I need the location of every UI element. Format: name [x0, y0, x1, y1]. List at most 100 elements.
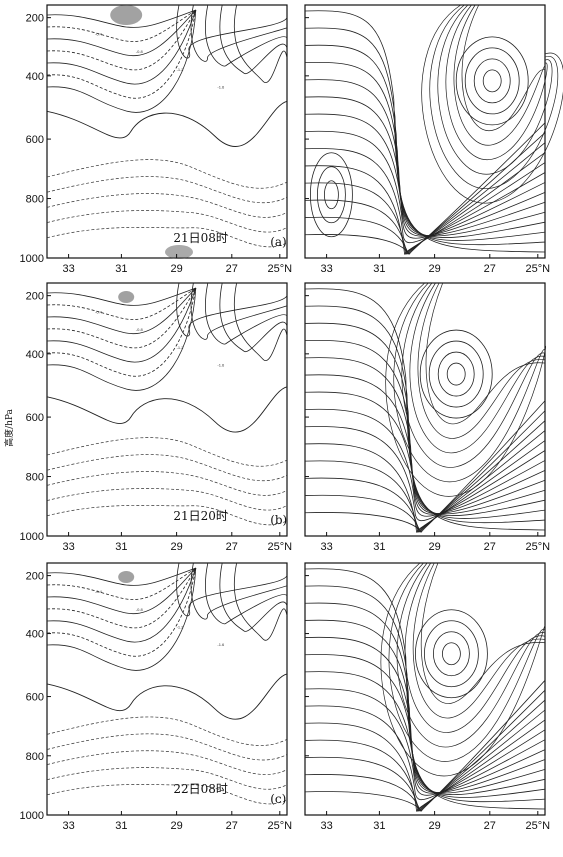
- x-tick-label: 31: [115, 820, 127, 832]
- y-tick-label: 1000: [20, 810, 44, 822]
- shaded-core: [165, 245, 193, 259]
- streamline: [304, 636, 546, 794]
- contour-line: [46, 733, 288, 761]
- streamline-panel-frame: [304, 562, 546, 816]
- streamline-vortex: [441, 642, 461, 666]
- streamline: [304, 357, 546, 515]
- streamline: [393, 282, 546, 483]
- streamline: [304, 96, 546, 236]
- contour-line: [205, 4, 288, 67]
- x-tick-label: 33: [62, 541, 74, 553]
- streamline: [304, 705, 546, 801]
- contour-value-label: -0.8: [136, 49, 144, 54]
- streamline: [304, 699, 546, 813]
- streamline: [304, 113, 546, 237]
- streamline-vortex: [482, 69, 502, 93]
- streamline-vortex: [432, 631, 470, 677]
- contour-line: [46, 673, 288, 720]
- streamline: [304, 654, 546, 793]
- streamline: [304, 130, 546, 239]
- panel-tag: (b): [270, 513, 287, 527]
- contour-line: [46, 567, 197, 615]
- contour-line: [46, 750, 288, 775]
- contour-line: [46, 9, 197, 42]
- contour-line: [46, 176, 288, 204]
- contour-value-label: -0.4: [95, 31, 103, 36]
- streamline-vortex: [455, 36, 529, 126]
- contour-line: [46, 227, 288, 248]
- contour-line: [190, 4, 288, 62]
- streamline: [304, 420, 546, 534]
- streamline: [304, 322, 546, 519]
- shaded-core: [110, 5, 143, 25]
- contour-value-label: -0.8: [136, 607, 144, 612]
- y-tick-label: 400: [26, 629, 44, 641]
- x-tick-label: 31: [115, 541, 127, 553]
- streamline: [461, 4, 546, 131]
- contour-line: [46, 716, 288, 746]
- contour-line: [234, 4, 288, 83]
- streamline: [304, 152, 546, 256]
- contour-value-label: -1.6: [217, 642, 225, 647]
- streamline: [304, 410, 546, 533]
- streamline-vortex: [316, 166, 346, 224]
- x-tick-label: 25°N: [268, 541, 293, 553]
- streamline: [421, 4, 563, 204]
- contour-line: [46, 100, 288, 147]
- x-tick-label: 27: [484, 820, 496, 832]
- panel-row-3: -0.4 -0.8 -1.2 -1.6 200 400 600 800 1000 33 31 29 27…: [20, 562, 551, 832]
- streamline: [404, 562, 546, 733]
- streamline-vortex: [323, 180, 339, 210]
- streamline: [304, 440, 546, 534]
- contour-line: [176, 282, 288, 337]
- streamline: [429, 4, 559, 189]
- streamline: [304, 148, 546, 244]
- streamline: [304, 408, 546, 517]
- contour-line: [46, 287, 197, 349]
- streamline: [304, 719, 546, 813]
- x-tick-label: 29: [170, 820, 182, 832]
- panel-row-2: -0.4 -0.8 -1.2 -1.6 200 400 600 800 1000 33 31 29 27…: [20, 282, 550, 553]
- streamline: [304, 689, 546, 812]
- streamline: [412, 562, 546, 719]
- contour-panel-frame: [46, 282, 288, 537]
- streamline: [437, 4, 553, 175]
- contour-value-label: -1.6: [217, 362, 225, 367]
- y-tick-label: 400: [26, 349, 44, 361]
- streamline-vortex: [473, 58, 511, 104]
- streamline: [304, 426, 546, 522]
- contour-value-label: -1.2: [177, 625, 185, 630]
- x-tick-label: 29: [170, 541, 182, 553]
- y-axis-label: 高度/hPa: [3, 408, 15, 446]
- x-tick-label: 25°N: [268, 263, 293, 275]
- contour-line: [46, 210, 288, 233]
- y-tick-label: 800: [26, 194, 44, 206]
- x-tick-label: 33: [62, 263, 74, 275]
- contour-line: [46, 287, 197, 363]
- contour-line: [46, 437, 288, 467]
- contour-panel-frame: [46, 562, 288, 816]
- contour-line: [46, 567, 197, 600]
- x-tick-label: 31: [373, 820, 385, 832]
- streamline-vortex: [437, 351, 475, 397]
- x-tick-label: 33: [320, 541, 332, 553]
- x-tick-label: 29: [428, 263, 440, 275]
- streamline: [304, 132, 546, 255]
- streamline-vortex: [446, 362, 466, 386]
- streamline-vortex: [419, 329, 493, 419]
- streamline-vortex: [309, 152, 353, 238]
- x-tick-label: 25°N: [526, 820, 551, 832]
- x-tick-label: 29: [428, 820, 440, 832]
- contour-value-label: -1.6: [217, 84, 225, 89]
- x-tick-label: 25°N: [268, 820, 293, 832]
- contour-line: [46, 567, 197, 629]
- streamline: [304, 688, 546, 796]
- y-tick-label: 200: [26, 291, 44, 303]
- streamline-panel-frame: [304, 4, 546, 259]
- contour-value-label: -0.4: [95, 589, 103, 594]
- contour-value-label: -0.8: [136, 327, 144, 332]
- contour-line: [190, 282, 288, 340]
- x-tick-label: 31: [373, 263, 385, 275]
- x-tick-label: 27: [226, 820, 238, 832]
